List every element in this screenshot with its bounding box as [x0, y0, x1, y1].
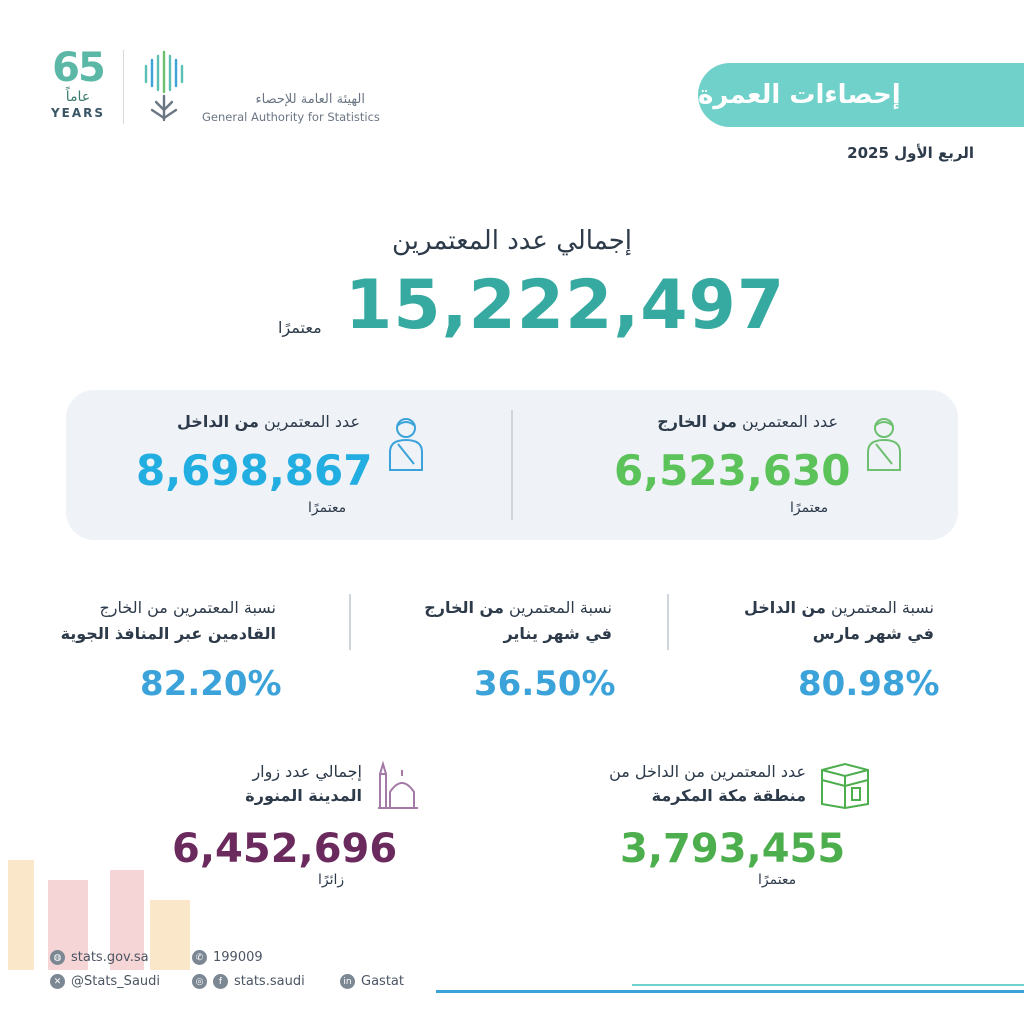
ratio-air-line2: القادمين عبر المنافذ الجوية [60, 624, 276, 643]
ratio-divider [349, 594, 351, 650]
anniversary-en: YEARS [50, 106, 106, 120]
watermark-logo [8, 860, 190, 970]
makkah-value: 3,793,455 [620, 826, 846, 872]
ratio-internal-line2: في شهر مارس [812, 624, 934, 643]
ratio-external-line1: نسبة المعتمرين من الخارج [424, 598, 612, 617]
makkah-unit: معتمرًا [758, 872, 797, 888]
madinah-line2: المدينة المنورة [245, 786, 362, 805]
anniversary-ar: عاماً [65, 89, 91, 105]
footer-phone[interactable]: ✆ 199009 [192, 950, 263, 965]
logo-divider [123, 50, 124, 124]
internal-label: عدد المعتمرين من الداخل [177, 412, 360, 431]
card-divider [511, 410, 513, 520]
ratio-internal-line1: نسبة المعتمرين من الداخل [743, 598, 934, 617]
ratio-air-line1: نسبة المعتمرين من الخارج [99, 598, 276, 617]
anniversary-logo: 65 عاماً YEARS [46, 48, 110, 128]
footer-accent-line [632, 984, 1024, 986]
internal-unit: معتمرًا [308, 500, 347, 516]
footer-website[interactable]: ◍ stats.gov.sa [50, 950, 149, 965]
phone-icon: ✆ [192, 950, 207, 965]
ratio-air-value: 82.20% [140, 664, 282, 704]
instagram-icon: ◎ [192, 974, 207, 989]
org-name-en: General Authority for Statistics [202, 110, 380, 124]
org-name-ar: الهيئة العامة للإحصاء [255, 92, 365, 107]
x-icon: ✕ [50, 974, 65, 989]
mosque-icon [378, 760, 418, 809]
facebook-icon: f [213, 974, 228, 989]
external-unit: معتمرًا [790, 500, 829, 516]
madinah-unit: زائرًا [318, 872, 345, 888]
page-title: إحصاءات العمرة [698, 80, 901, 110]
footer-x[interactable]: ✕ @Stats_Saudi [50, 974, 160, 989]
pilgrim-icon [389, 418, 423, 471]
makkah-line2: منطقة مكة المكرمة [651, 786, 806, 805]
pilgrim-icon [867, 418, 901, 471]
ratio-divider [667, 594, 669, 650]
kaaba-icon [821, 762, 869, 810]
ratio-internal-value: 80.98% [798, 664, 940, 704]
internal-value: 8,698,867 [136, 446, 373, 495]
total-unit: معتمرًا [278, 318, 322, 337]
gastat-logo-icon [144, 50, 184, 122]
linkedin-icon: in [340, 974, 355, 989]
footer-social[interactable]: ◎ f stats.saudi [192, 974, 305, 989]
madinah-value: 6,452,696 [172, 826, 398, 872]
ratio-external-value: 36.50% [474, 664, 616, 704]
makkah-line1: عدد المعتمرين من الداخل من [609, 762, 806, 781]
ratio-external-line2: في شهر يناير [503, 624, 612, 643]
external-label: عدد المعتمرين من الخارج [657, 412, 838, 431]
external-value: 6,523,630 [614, 446, 851, 495]
footer-accent-line [436, 990, 1024, 993]
quarter-label: الربع الأول 2025 [847, 144, 974, 162]
madinah-line1: إجمالي عدد زوار [252, 762, 362, 781]
globe-icon: ◍ [50, 950, 65, 965]
page-title-pill: إحصاءات العمرة [698, 63, 1024, 127]
anniversary-number: 65 [52, 45, 106, 91]
total-value: 15,222,497 [345, 266, 786, 345]
footer-linkedin[interactable]: in Gastat [340, 974, 404, 989]
total-label: إجمالي عدد المعتمرين [391, 226, 633, 256]
